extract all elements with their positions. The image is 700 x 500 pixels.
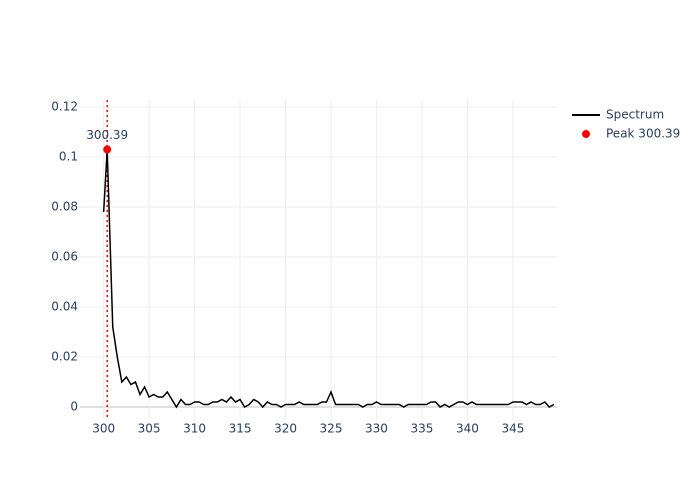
x-tick-label: 310 bbox=[183, 422, 206, 436]
y-tick-label: 0.02 bbox=[51, 350, 78, 364]
y-tick-label: 0.08 bbox=[51, 200, 78, 214]
spectrum-line bbox=[102, 149, 555, 409]
x-tick-label: 325 bbox=[320, 422, 343, 436]
peak-marker bbox=[103, 145, 112, 154]
y-tick-label: 0.04 bbox=[51, 300, 78, 314]
x-tick-label: 300 bbox=[92, 422, 115, 436]
x-tick-label: 345 bbox=[501, 422, 524, 436]
x-tick-label: 305 bbox=[138, 422, 161, 436]
x-tick-label: 340 bbox=[456, 422, 479, 436]
x-tick-label: 320 bbox=[274, 422, 297, 436]
y-tick-label: 0.1 bbox=[59, 150, 78, 164]
legend-label: Peak 300.39 bbox=[606, 127, 680, 141]
x-tick-label: 315 bbox=[229, 422, 252, 436]
annotation: 300.39 bbox=[86, 128, 128, 142]
legend-label: Spectrum bbox=[606, 108, 664, 122]
y-tick-label: 0.06 bbox=[51, 250, 78, 264]
x-tick-label: 335 bbox=[410, 422, 433, 436]
x-tick-label: 330 bbox=[365, 422, 388, 436]
legend-swatch bbox=[582, 130, 590, 138]
y-tick-label: 0.12 bbox=[51, 100, 78, 114]
y-tick-label: 0 bbox=[70, 400, 78, 414]
